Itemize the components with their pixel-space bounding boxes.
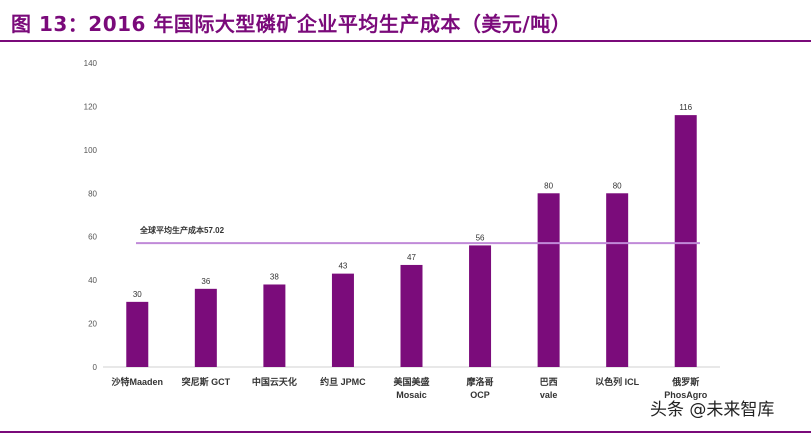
bar (606, 193, 629, 367)
average-line-group: 全球平均生产成本57.02 (136, 225, 700, 245)
x-tick-label: Mosaic (396, 390, 427, 400)
y-tick-label: 20 (88, 320, 97, 329)
x-tick-label: 巴西 (540, 377, 558, 387)
bar (126, 301, 149, 367)
y-tick-label: 140 (84, 59, 98, 68)
figure-title: 图 13：2016 年国际大型磷矿企业平均生产成本（美元/吨） (11, 12, 572, 36)
bar-value-label: 56 (476, 233, 485, 242)
y-tick-label: 80 (88, 189, 97, 198)
value-labels: 30 36 38 43 47 56 80 80 116 (133, 103, 693, 299)
bar-value-label: 47 (407, 253, 416, 262)
bar (194, 288, 217, 367)
x-tick-label: 以色列 ICL (595, 376, 640, 387)
bars (126, 115, 697, 367)
bar-value-label: 30 (133, 290, 142, 299)
x-tick-label: PhosAgro (664, 390, 708, 400)
y-tick-label: 60 (88, 233, 97, 242)
bar-value-label: 38 (270, 272, 279, 281)
bar-value-label: 80 (613, 181, 622, 190)
y-tick-label: 120 (84, 102, 98, 111)
bar (674, 115, 697, 367)
bar-value-label: 43 (338, 262, 347, 271)
x-tick-label: 中国云天化 (252, 376, 297, 387)
bar-value-label: 116 (679, 103, 692, 112)
bar (537, 193, 560, 367)
y-tick-label: 40 (88, 276, 97, 285)
x-tick-label: 沙特Maaden (112, 376, 164, 387)
bar (263, 284, 286, 367)
y-tick-label: 100 (84, 146, 98, 155)
bar (331, 273, 354, 367)
bar-value-label: 80 (544, 181, 553, 190)
watermark-text: 头条 @未来智库 (650, 400, 775, 420)
x-tick-label: 俄罗斯 (671, 376, 699, 387)
x-tick-label: 突尼斯 GCT (182, 376, 231, 387)
bar (400, 264, 423, 367)
x-tick-label: 约旦 JPMC (320, 376, 366, 387)
bar-value-label: 36 (201, 277, 210, 286)
average-line-label: 全球平均生产成本57.02 (139, 225, 225, 235)
x-axis-labels: 沙特Maaden 突尼斯 GCT 中国云天化 约旦 JPMC 美国美盛 Mosaic 摩洛哥… (112, 376, 708, 400)
x-tick-label: vale (540, 390, 558, 400)
bottom-divider (0, 431, 811, 433)
title-divider (0, 40, 811, 42)
y-tick-label: 0 (93, 363, 98, 372)
x-tick-label: 美国美盛 (393, 376, 429, 387)
bar (469, 245, 492, 367)
x-tick-label: 摩洛哥 (467, 376, 494, 387)
x-tick-label: OCP (470, 390, 490, 400)
